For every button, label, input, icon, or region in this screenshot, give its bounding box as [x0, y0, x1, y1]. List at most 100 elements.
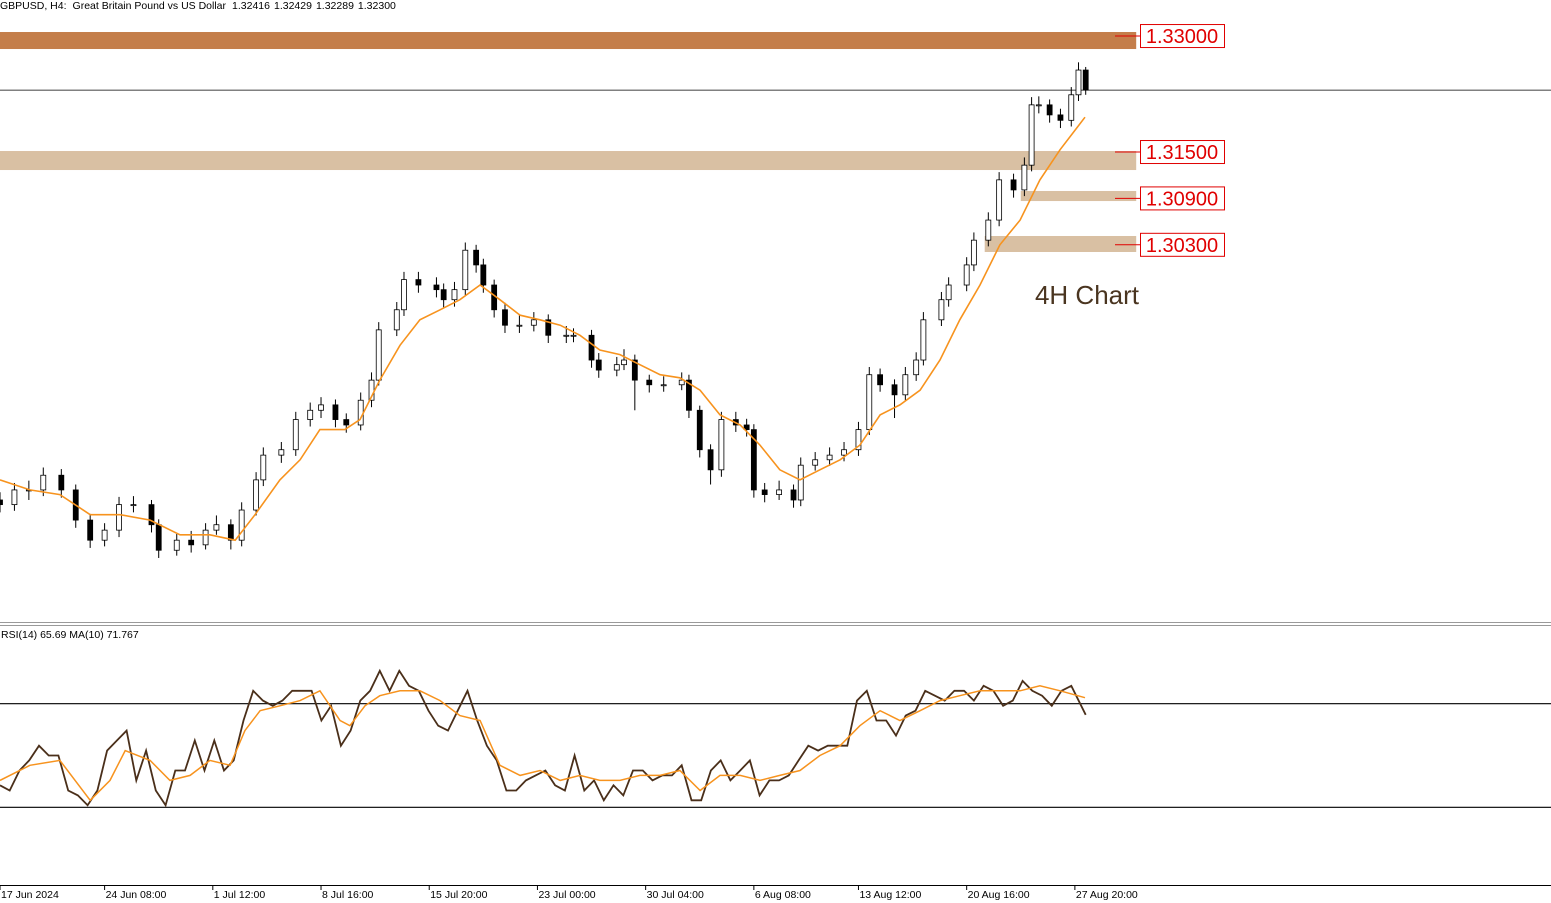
candle-body — [278, 449, 285, 456]
quote-low: 1.32289 — [316, 0, 354, 12]
candle-body — [343, 419, 350, 426]
candle-body — [0, 499, 3, 506]
level-label: 1.33000 — [1146, 26, 1218, 48]
candle-body — [938, 299, 945, 321]
candle-body — [660, 384, 667, 387]
candle-body — [797, 464, 804, 501]
candle-body — [866, 374, 873, 431]
candle-body — [530, 319, 537, 326]
candle-body — [188, 539, 195, 546]
x-tick-label: 8 Jul 16:00 — [322, 889, 374, 901]
candle-body — [292, 419, 299, 451]
price-panel — [0, 62, 1551, 558]
rsi-title: RSI(14) 65.69 MA(10) 71.767 — [1, 629, 139, 641]
candle-body — [473, 249, 480, 266]
symbol: GBPUSD, H4: — [0, 0, 67, 12]
candle-body — [11, 489, 18, 506]
candle-body — [101, 529, 108, 541]
candle-body — [1028, 104, 1035, 166]
candle-body — [902, 374, 909, 396]
candle-body — [595, 359, 602, 371]
x-tick-label: 30 Jul 04:00 — [647, 889, 704, 901]
candle-body — [877, 374, 884, 386]
candle-body — [563, 334, 570, 337]
level-box — [1140, 24, 1225, 49]
x-tick-label: 20 Aug 16:00 — [968, 889, 1030, 901]
candle-body — [375, 329, 382, 381]
zones: 1.33000 1.31500 1.30900 1.30300 — [0, 24, 1225, 257]
candle-body — [570, 334, 577, 337]
x-tick-label: 15 Jul 20:00 — [430, 889, 487, 901]
candle-body — [307, 409, 314, 420]
zone — [0, 151, 1137, 171]
annotation: 4H Chart — [1035, 280, 1140, 310]
level-box — [1140, 186, 1225, 211]
candle-body — [631, 359, 638, 381]
candle-body — [696, 409, 703, 451]
x-tick-label: 1 Jul 12:00 — [214, 889, 266, 901]
moving-average — [0, 116, 1086, 542]
candle-body — [646, 379, 653, 386]
x-tick-label: 27 Aug 20:00 — [1076, 889, 1138, 901]
candle-body — [393, 309, 400, 331]
candle-body — [985, 219, 992, 241]
candle-body — [116, 504, 122, 531]
candle-body — [678, 379, 685, 386]
candle-body — [545, 319, 552, 336]
candle-body — [451, 289, 458, 301]
candle-body — [1046, 104, 1053, 116]
candle-body — [238, 509, 245, 541]
candle-body — [253, 479, 259, 511]
x-tick-label: 6 Aug 08:00 — [755, 889, 811, 901]
rsi-panel — [0, 668, 1551, 808]
candle-body — [440, 289, 447, 301]
candle-body — [790, 489, 797, 501]
candle-body — [87, 519, 94, 541]
quote-close: 1.32300 — [358, 0, 396, 12]
candle-body — [1010, 179, 1017, 191]
description: Great Britain Pound vs US Dollar — [73, 0, 227, 12]
candle-body — [40, 474, 47, 491]
candle-body — [1057, 114, 1064, 121]
candle-body — [718, 419, 725, 471]
candle-body — [462, 249, 469, 291]
candle-body — [686, 379, 692, 411]
candle-body — [1068, 94, 1075, 121]
candle-body — [58, 474, 65, 491]
candle-body — [1082, 69, 1089, 91]
zone — [1020, 190, 1137, 202]
candle-body — [332, 404, 339, 420]
level-label: 1.30300 — [1146, 235, 1218, 257]
candle-body — [855, 429, 862, 451]
level-label: 1.30900 — [1146, 188, 1218, 210]
candle-body — [155, 524, 162, 551]
x-tick-label: 23 Jul 00:00 — [538, 889, 595, 901]
candle-body — [812, 459, 819, 466]
x-tick-label: 24 Jun 08:00 — [106, 889, 167, 901]
x-tick-label: 13 Aug 12:00 — [859, 889, 921, 901]
candle-body — [996, 179, 1003, 221]
candle-body — [1035, 104, 1042, 107]
candle-body — [213, 524, 220, 531]
candle-body — [826, 454, 833, 461]
x-tick-label: 17 Jun 2024 — [1, 889, 59, 901]
candle-body — [480, 264, 487, 286]
header: GBPUSD, H4: Great Britain Pound vs US Dol… — [0, 0, 396, 12]
candle-body — [891, 384, 898, 396]
candle-body — [776, 489, 783, 495]
time-axis-labels: 17 Jun 2024 24 Jun 08:00 1 Jul 12:00 8 Jul … — [0, 885, 1138, 901]
level-box — [1140, 232, 1225, 257]
candle-body — [433, 284, 440, 291]
level-box — [1140, 140, 1225, 165]
candle-body — [761, 489, 768, 495]
candle-body — [318, 404, 324, 411]
candle-body — [588, 334, 595, 361]
candle-body — [516, 324, 523, 327]
zone — [0, 32, 1137, 50]
candle-body — [920, 319, 927, 361]
candle-body — [621, 359, 627, 366]
candle-body — [1021, 164, 1028, 191]
level-label: 1.31500 — [1146, 142, 1218, 164]
